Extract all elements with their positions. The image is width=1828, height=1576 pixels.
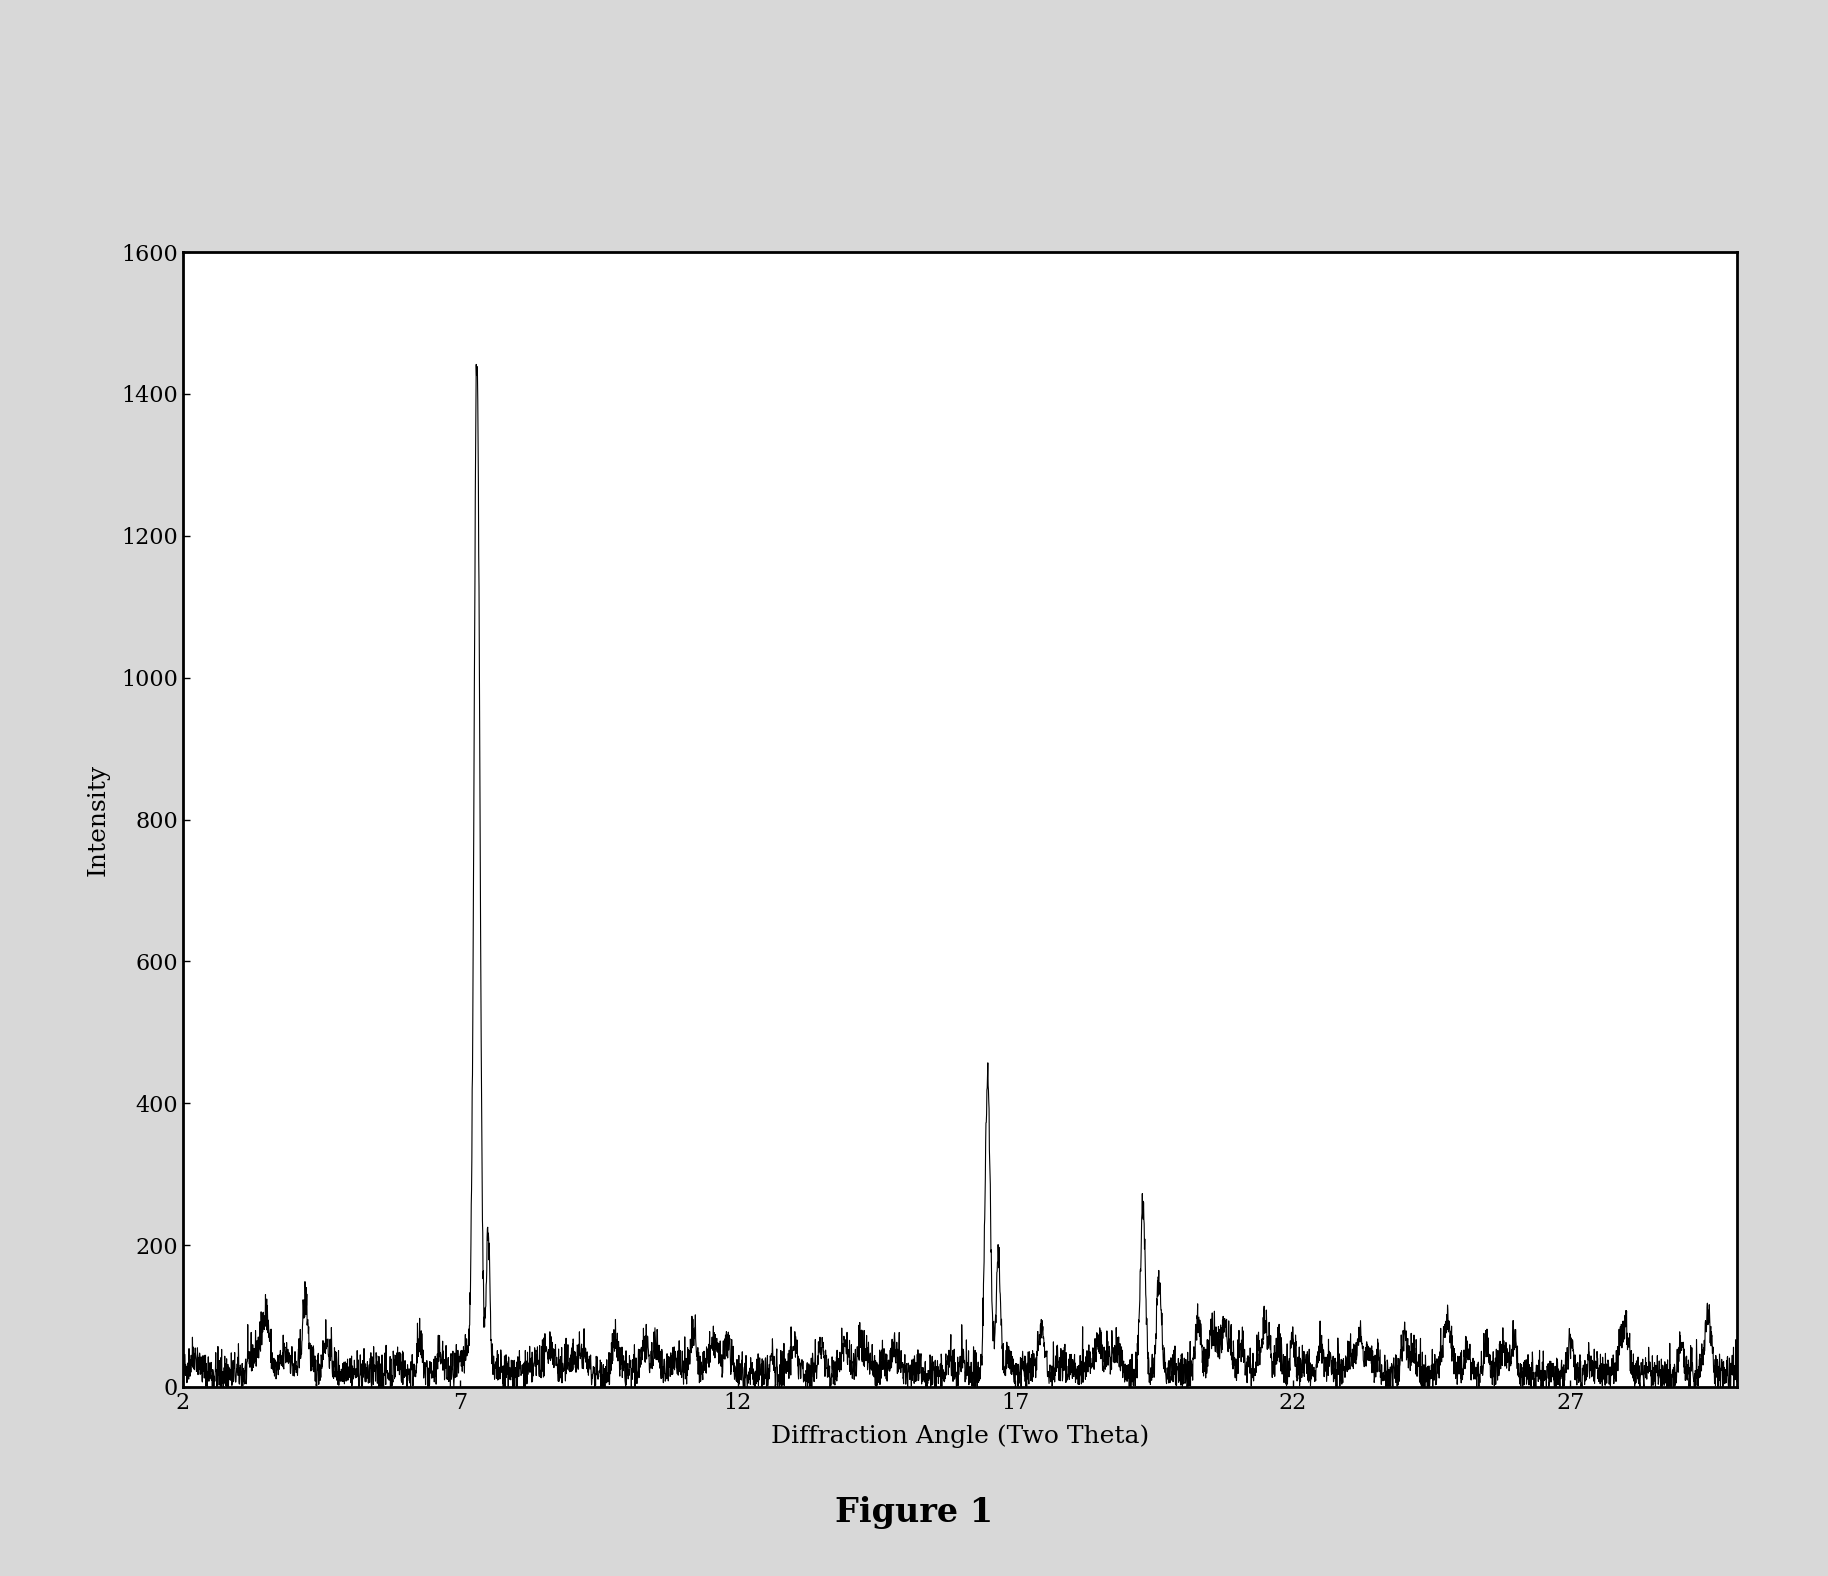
Text: Figure 1: Figure 1 (835, 1497, 993, 1529)
X-axis label: Diffraction Angle (Two Theta): Diffraction Angle (Two Theta) (771, 1425, 1148, 1448)
Y-axis label: Intensity: Intensity (88, 763, 110, 876)
